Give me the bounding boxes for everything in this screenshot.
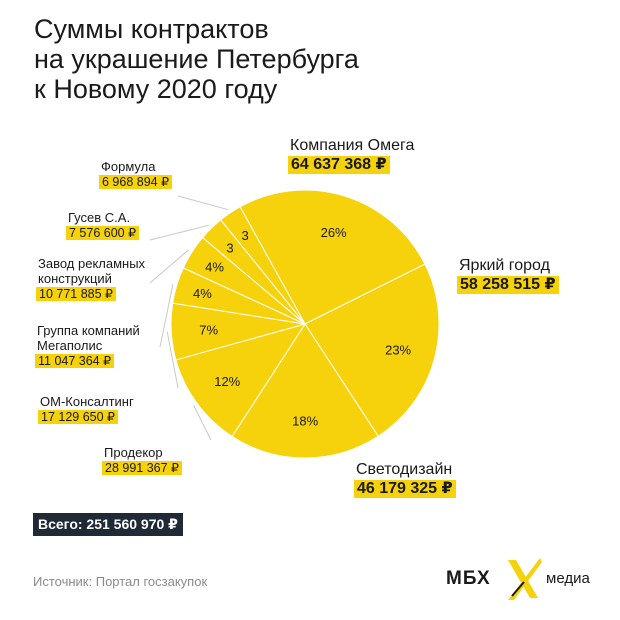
- total-badge: Всего: 251 560 970 ₽: [33, 513, 183, 536]
- slice-name-line: Завод рекламных: [38, 256, 146, 271]
- pie-slice: [239, 189, 426, 325]
- slice-name-line: Группа компаний: [37, 323, 140, 338]
- brand-x-mark-icon: [508, 558, 542, 600]
- leader-lines: [149, 195, 228, 441]
- slice-name-label: Гусев С.А.: [68, 210, 131, 225]
- slice-percent-label: 26%: [321, 225, 347, 240]
- leader-line: [159, 283, 174, 348]
- slice-value-label: 58 258 515 ₽: [457, 276, 559, 295]
- slice-value-label: 7 576 600 ₽: [66, 226, 140, 241]
- slice-name-label: Завод рекламных конструкций: [38, 256, 145, 286]
- pie-slice: [220, 206, 306, 325]
- slice-value-label: 10 771 885 ₽: [36, 287, 116, 302]
- slice-percent-label: 4%: [205, 259, 224, 274]
- slice-value-label: 17 129 650 ₽: [38, 410, 118, 425]
- leader-line: [177, 195, 228, 211]
- chart-title-line: на украшение Петербурга: [34, 44, 359, 74]
- pie-slice: [304, 263, 440, 437]
- slice-percent-label: 3: [241, 228, 248, 243]
- slice-percent-label: 7%: [199, 323, 218, 338]
- slice-value-label: 28 991 367 ₽: [102, 461, 182, 476]
- pie-slices: [170, 189, 440, 459]
- brand-name: МБХ: [446, 568, 491, 589]
- slice-value-label: 46 179 325 ₽: [354, 480, 456, 499]
- percent-labels: 26%23%18%12%7%4%4%33: [193, 225, 412, 429]
- slice-name-label: ОМ-Консалтинг: [40, 394, 134, 409]
- slice-name-label: Яркий город: [459, 257, 550, 274]
- slice-value-label: 11 047 364 ₽: [35, 354, 115, 369]
- slice-name-label: Формула: [101, 159, 156, 174]
- leader-line: [193, 405, 212, 441]
- pie-slice: [175, 323, 307, 438]
- brand-suffix: медиа: [546, 570, 590, 587]
- slice-value-label: 64 637 368 ₽: [288, 156, 390, 175]
- slice-percent-label: 4%: [193, 286, 212, 301]
- slice-percent-label: 3: [226, 240, 233, 255]
- slice-percent-label: 12%: [214, 374, 240, 389]
- chart-title-line: Суммы контрактов: [34, 14, 269, 44]
- source-note: Источник: Портал госзакупок: [33, 574, 208, 589]
- leader-line: [166, 331, 179, 389]
- slice-percent-label: 23%: [385, 342, 411, 357]
- slice-name-label: Компания Омега: [290, 137, 415, 154]
- pie-slice: [231, 323, 379, 459]
- brand-logo: МБХ медиа: [446, 556, 596, 604]
- slice-name-line: Мегаполис: [37, 338, 103, 353]
- leader-line: [149, 224, 209, 241]
- slice-name-line: конструкций: [38, 271, 112, 286]
- slice-value-label: 6 968 894 ₽: [99, 175, 173, 190]
- chart-title-line: к Новому 2020 году: [34, 74, 278, 104]
- chart-title: Суммы контрактов на украшение Петербурга…: [34, 14, 454, 104]
- slice-percent-label: 18%: [292, 413, 318, 428]
- leader-line: [149, 249, 189, 284]
- slice-name-label: Светодизайн: [356, 461, 453, 478]
- slice-name-label: Группа компаний Мегаполис: [37, 323, 140, 353]
- slice-name-label: Продекор: [104, 445, 163, 460]
